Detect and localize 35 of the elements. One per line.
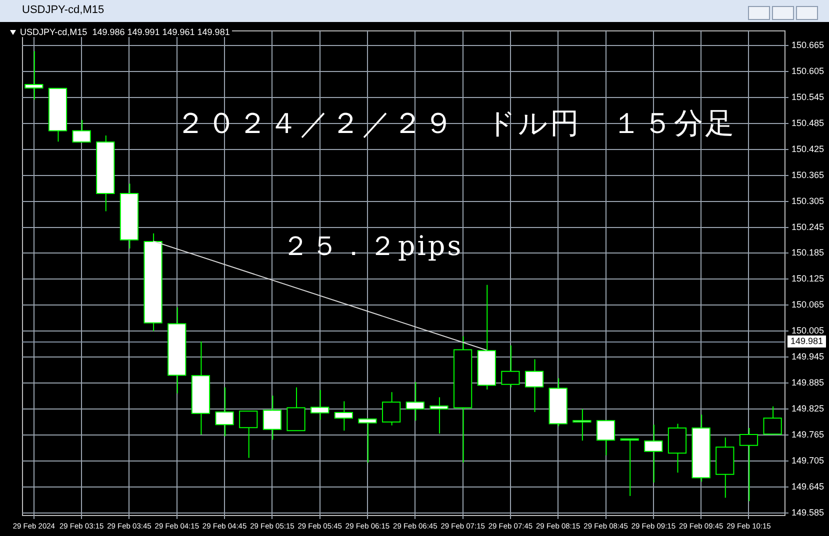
- candlestick: [477, 284, 496, 390]
- y-tick-label: 149.705: [791, 455, 824, 466]
- y-tick-label: 150.245: [791, 222, 824, 232]
- y-tick-label: 149.885: [791, 378, 824, 388]
- y-tick-label: 149.765: [791, 429, 824, 440]
- y-tick-label: 149.825: [791, 403, 824, 414]
- y-tick-label: 150.185: [791, 248, 824, 258]
- y-tick-label: 149.585: [791, 507, 824, 518]
- y-tick-label: 150.305: [791, 196, 824, 206]
- y-tick-label: 150.545: [791, 92, 824, 102]
- ref-line-label: 149.981: [790, 336, 824, 346]
- y-tick-label: 150.365: [791, 170, 824, 180]
- y-tick-label: 150.605: [791, 66, 824, 76]
- candlestick: [96, 135, 115, 212]
- candlestick: [168, 306, 186, 394]
- candlestick: [763, 406, 782, 435]
- candlestick: [191, 340, 210, 436]
- text: USDJPY-cd,M15: [22, 4, 104, 16]
- candlestick: [144, 232, 162, 332]
- candlestick: [120, 183, 139, 249]
- candlestick: [48, 88, 68, 142]
- candlestick: [286, 386, 306, 432]
- y-tick-label: 150.425: [791, 144, 824, 154]
- y-tick-label: 149.645: [791, 481, 824, 492]
- candlestick: [716, 437, 734, 498]
- candlestick: [692, 414, 710, 482]
- y-tick-label: 150.065: [791, 300, 824, 310]
- y-tick-label: 150.125: [791, 274, 824, 284]
- candlestick: [453, 336, 472, 464]
- y-tick-label: 149.945: [791, 352, 824, 362]
- y-tick-label: 150.665: [791, 40, 824, 50]
- candlestick: [548, 378, 568, 427]
- y-tick-label: 150.005: [791, 326, 824, 336]
- chart-subtitle: USDJPY-cd,M15 149.986 149.991 149.961 149.981: [20, 27, 230, 37]
- y-tick-label: 150.485: [791, 118, 824, 128]
